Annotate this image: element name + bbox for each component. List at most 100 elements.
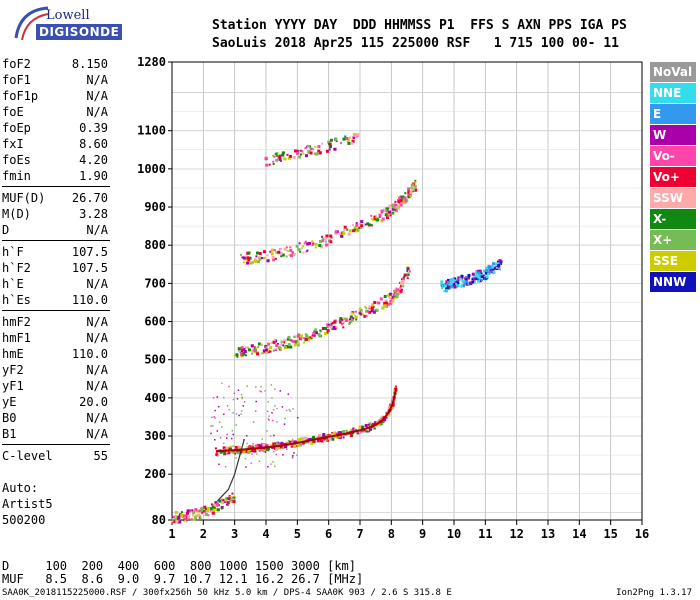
echo-point [262, 448, 266, 452]
echo-point [453, 285, 457, 289]
echo-point [227, 504, 230, 507]
echo-point [228, 452, 231, 455]
echo-point [250, 261, 253, 264]
echo-point [282, 341, 285, 344]
echo-point [328, 240, 331, 243]
echo-point [266, 430, 268, 432]
echo-point [226, 450, 230, 454]
echo-point [200, 512, 203, 515]
echo-point [457, 285, 460, 288]
echo-point [212, 425, 214, 427]
echo-point [317, 149, 321, 153]
echo-point [229, 496, 233, 500]
y-tick-label: 300 [144, 429, 166, 443]
echo-point [246, 435, 248, 437]
echo-point [212, 508, 215, 511]
f-layer-trace-line [215, 388, 398, 453]
param-name: foE [2, 105, 24, 119]
echo-point [349, 318, 352, 321]
echo-point [265, 163, 269, 167]
echo-point [317, 332, 321, 336]
echo-point [302, 341, 305, 344]
echo-point [440, 283, 443, 286]
echo-point [398, 196, 402, 200]
echo-point [343, 229, 346, 232]
legend-item-w: W [650, 125, 696, 145]
echo-point [341, 323, 344, 326]
echo-point [214, 503, 218, 507]
echo-point [235, 457, 237, 459]
echo-point [383, 208, 387, 212]
muf-value-row: MUF 8.5 8.6 9.0 9.7 10.7 12.1 16.2 26.7 … [2, 572, 364, 586]
x-tick-label: 8 [388, 527, 395, 541]
echo-point [221, 382, 223, 385]
echo-point [350, 141, 354, 145]
echo-point [258, 251, 262, 255]
echo-point [232, 500, 236, 504]
y-tick-label: 600 [144, 315, 166, 329]
echo-point [285, 246, 288, 249]
echo-point [395, 289, 398, 292]
echo-point [345, 137, 349, 141]
echo-point [341, 318, 344, 321]
echo-point [240, 253, 243, 256]
x-tick-label: 7 [356, 527, 363, 541]
echo-point [328, 145, 332, 149]
echo-point [312, 242, 315, 245]
echo-point [312, 332, 316, 336]
echo-point [326, 326, 329, 329]
echo-point [263, 443, 267, 447]
echo-point [272, 258, 276, 262]
echo-point [278, 157, 282, 161]
echo-point [187, 515, 191, 519]
echo-point [250, 344, 254, 348]
echo-point [313, 153, 316, 156]
echo-point [314, 246, 317, 249]
echo-point [407, 191, 411, 195]
echo-point [382, 304, 386, 308]
echo-point [203, 509, 206, 512]
echo-point [373, 215, 376, 218]
echo-point [342, 137, 346, 141]
echo-point [244, 449, 248, 453]
echo-point [221, 426, 223, 428]
x-tick-label: 3 [231, 527, 238, 541]
echo-point [351, 139, 355, 143]
echo-point [465, 280, 469, 284]
echo-point [383, 301, 387, 305]
echo-point [238, 414, 240, 417]
echo-point [399, 286, 402, 289]
param-value: 20.0 [79, 395, 108, 409]
echo-point [256, 448, 259, 451]
echo-point [391, 295, 395, 299]
param-name: C-level [2, 449, 53, 463]
auto-label: Auto: [2, 481, 39, 495]
legend-item-nne: NNE [650, 83, 696, 103]
echo-point [350, 428, 353, 431]
echo-point [308, 145, 311, 148]
echo-point [217, 405, 220, 408]
echo-point [268, 163, 271, 166]
logo-line1: Lowell [46, 8, 90, 23]
echo-point [370, 218, 373, 221]
echo-point [186, 509, 190, 513]
echo-point [267, 342, 271, 346]
echo-point [480, 275, 484, 279]
echo-point [340, 234, 344, 238]
param-name: h`Es [2, 293, 31, 307]
echo-point [361, 425, 365, 429]
echo-point [401, 284, 404, 287]
echo-point [226, 404, 229, 407]
echo-point [298, 242, 301, 245]
echo-point [309, 336, 312, 339]
echo-point [274, 153, 277, 156]
echo-point [252, 442, 254, 445]
echo-point [388, 210, 392, 214]
echo-point [243, 401, 246, 403]
echo-point [445, 280, 449, 284]
echo-point [473, 274, 477, 278]
echo-point [406, 269, 409, 272]
echo-point [368, 310, 372, 314]
echo-point [276, 441, 280, 445]
echo-point [330, 322, 333, 325]
